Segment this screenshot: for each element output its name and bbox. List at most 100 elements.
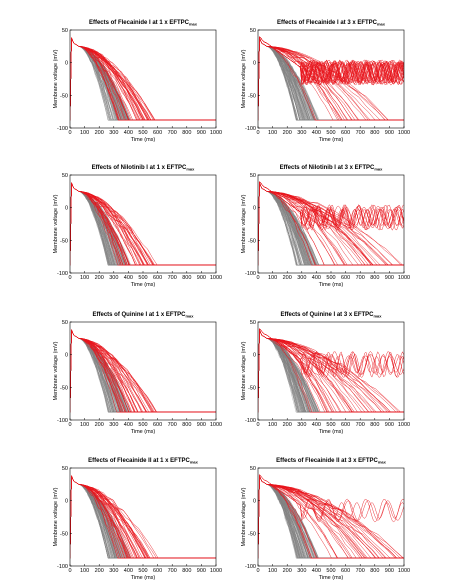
x-tick-label: 300 xyxy=(297,130,306,136)
panel-title-subscript: max xyxy=(377,22,386,27)
x-tick-label: 500 xyxy=(138,275,147,281)
x-tick-label: 100 xyxy=(268,422,277,428)
x-tick-label: 200 xyxy=(95,568,104,574)
panel-title: Effects of Quinine I at 1 x EFTPCmax xyxy=(92,312,194,319)
x-tick-label: 200 xyxy=(95,275,104,281)
traces xyxy=(70,182,216,266)
x-tick-label: 600 xyxy=(341,130,350,136)
panel-6: Effects of Quinine I at 3 x EFTPCmax 0 100… xyxy=(241,312,410,435)
x-tick-label: 0 xyxy=(68,422,71,428)
y-tick-label: -100 xyxy=(245,126,256,132)
y-tick-label: 0 xyxy=(65,353,68,359)
x-tick-label: 500 xyxy=(138,422,147,428)
x-tick-label: 1000 xyxy=(210,130,222,136)
x-tick-label: 300 xyxy=(109,130,118,136)
x-tick-label: 400 xyxy=(312,130,321,136)
panel-title-subscript: max xyxy=(190,460,199,465)
x-tick-label: 1000 xyxy=(398,568,410,574)
x-tick-label: 500 xyxy=(326,422,335,428)
x-tick-label: 500 xyxy=(326,568,335,574)
y-tick-label: 50 xyxy=(250,320,256,326)
y-tick-label: 50 xyxy=(62,173,68,179)
x-tick-label: 400 xyxy=(124,275,133,281)
panel-title-text: Effects of Nilotinib I at 3 x EFTPC xyxy=(280,165,375,171)
x-tick-label: 700 xyxy=(168,275,177,281)
x-tick-label: 0 xyxy=(256,568,259,574)
trace-line xyxy=(70,329,216,413)
trace-line xyxy=(258,180,404,266)
x-tick-label: 900 xyxy=(197,275,206,281)
x-tick-label: 400 xyxy=(312,275,321,281)
x-tick-label: 600 xyxy=(153,422,162,428)
x-tick-label: 800 xyxy=(182,275,191,281)
x-tick-label: 600 xyxy=(341,422,350,428)
x-tick-label: 100 xyxy=(268,568,277,574)
y-tick-label: 0 xyxy=(253,61,256,67)
x-tick-label: 500 xyxy=(326,130,335,136)
panel-title-text: Effects of Flecainide II at 3 x EFTPC xyxy=(276,458,378,464)
trace-line xyxy=(258,35,404,121)
x-tick-label: 300 xyxy=(109,275,118,281)
panel-title: Effects of Nilotinib I at 3 x EFTPCmax xyxy=(280,165,383,172)
y-tick-label: 50 xyxy=(250,173,256,179)
panel-title-text: Effects of Quinine I at 1 x EFTPC xyxy=(92,312,186,318)
y-tick-label: 0 xyxy=(253,499,256,505)
y-axis-label: Membrane voltage (mV) xyxy=(241,194,247,253)
x-tick-label: 900 xyxy=(197,130,206,136)
x-tick-label: 100 xyxy=(80,275,89,281)
y-tick-label: -50 xyxy=(248,238,256,244)
y-tick-label: -100 xyxy=(245,418,256,424)
x-tick-label: 700 xyxy=(356,130,365,136)
y-tick-label: -100 xyxy=(57,564,68,570)
y-tick-label: 0 xyxy=(253,353,256,359)
panel-title: Effects of Flecainide I at 3 x EFTPCmax xyxy=(277,20,386,27)
panel-title: Effects of Quinine I at 3 x EFTPCmax xyxy=(280,312,382,319)
x-tick-label: 700 xyxy=(356,275,365,281)
panel-7: Effects of Flecainide II at 1 x EFTPCmax… xyxy=(53,458,222,581)
x-tick-label: 800 xyxy=(370,275,379,281)
x-axis-label: Time (ms) xyxy=(319,429,344,435)
traces xyxy=(258,180,404,266)
x-tick-label: 1000 xyxy=(210,422,222,428)
x-tick-label: 200 xyxy=(283,422,292,428)
traces xyxy=(258,473,404,559)
traces xyxy=(70,37,216,121)
x-tick-label: 300 xyxy=(297,275,306,281)
x-tick-label: 300 xyxy=(109,568,118,574)
x-tick-label: 300 xyxy=(297,422,306,428)
x-axis-label: Time (ms) xyxy=(131,137,156,143)
x-tick-label: 700 xyxy=(168,422,177,428)
x-tick-label: 800 xyxy=(182,568,191,574)
x-tick-label: 900 xyxy=(385,275,394,281)
x-tick-label: 600 xyxy=(341,568,350,574)
x-tick-label: 1000 xyxy=(398,422,410,428)
panel-title-text: Effects of Quinine I at 3 x EFTPC xyxy=(280,312,374,318)
panel-4: Effects of Nilotinib I at 3 x EFTPCmax 0 1… xyxy=(241,165,410,288)
trace-line xyxy=(258,182,404,266)
trace-line xyxy=(70,182,216,266)
x-tick-label: 200 xyxy=(95,422,104,428)
x-tick-label: 700 xyxy=(168,568,177,574)
panel-title-subscript: max xyxy=(378,460,387,465)
y-axis-label: Membrane voltage (mV) xyxy=(53,341,59,400)
x-tick-label: 400 xyxy=(312,422,321,428)
x-tick-label: 900 xyxy=(385,130,394,136)
x-tick-label: 900 xyxy=(197,568,206,574)
x-tick-label: 800 xyxy=(182,130,191,136)
x-axis-label: Time (ms) xyxy=(131,575,156,581)
axes-frame xyxy=(69,174,217,274)
panel-title: Effects of Flecainide II at 1 x EFTPCmax xyxy=(88,458,198,465)
x-tick-label: 500 xyxy=(138,568,147,574)
y-tick-label: 50 xyxy=(62,466,68,472)
panel-title: Effects of Flecainide II at 3 x EFTPCmax xyxy=(276,458,386,465)
x-tick-label: 600 xyxy=(153,568,162,574)
x-tick-label: 600 xyxy=(153,275,162,281)
x-tick-label: 200 xyxy=(95,130,104,136)
panel-title: Effects of Flecainide I at 1 x EFTPCmax xyxy=(89,20,198,27)
trace-line xyxy=(70,329,216,413)
x-tick-label: 400 xyxy=(312,568,321,574)
axes-frame xyxy=(69,29,217,129)
x-tick-label: 700 xyxy=(356,568,365,574)
panel-title-text: Effects of Flecainide I at 1 x EFTPC xyxy=(89,20,190,26)
